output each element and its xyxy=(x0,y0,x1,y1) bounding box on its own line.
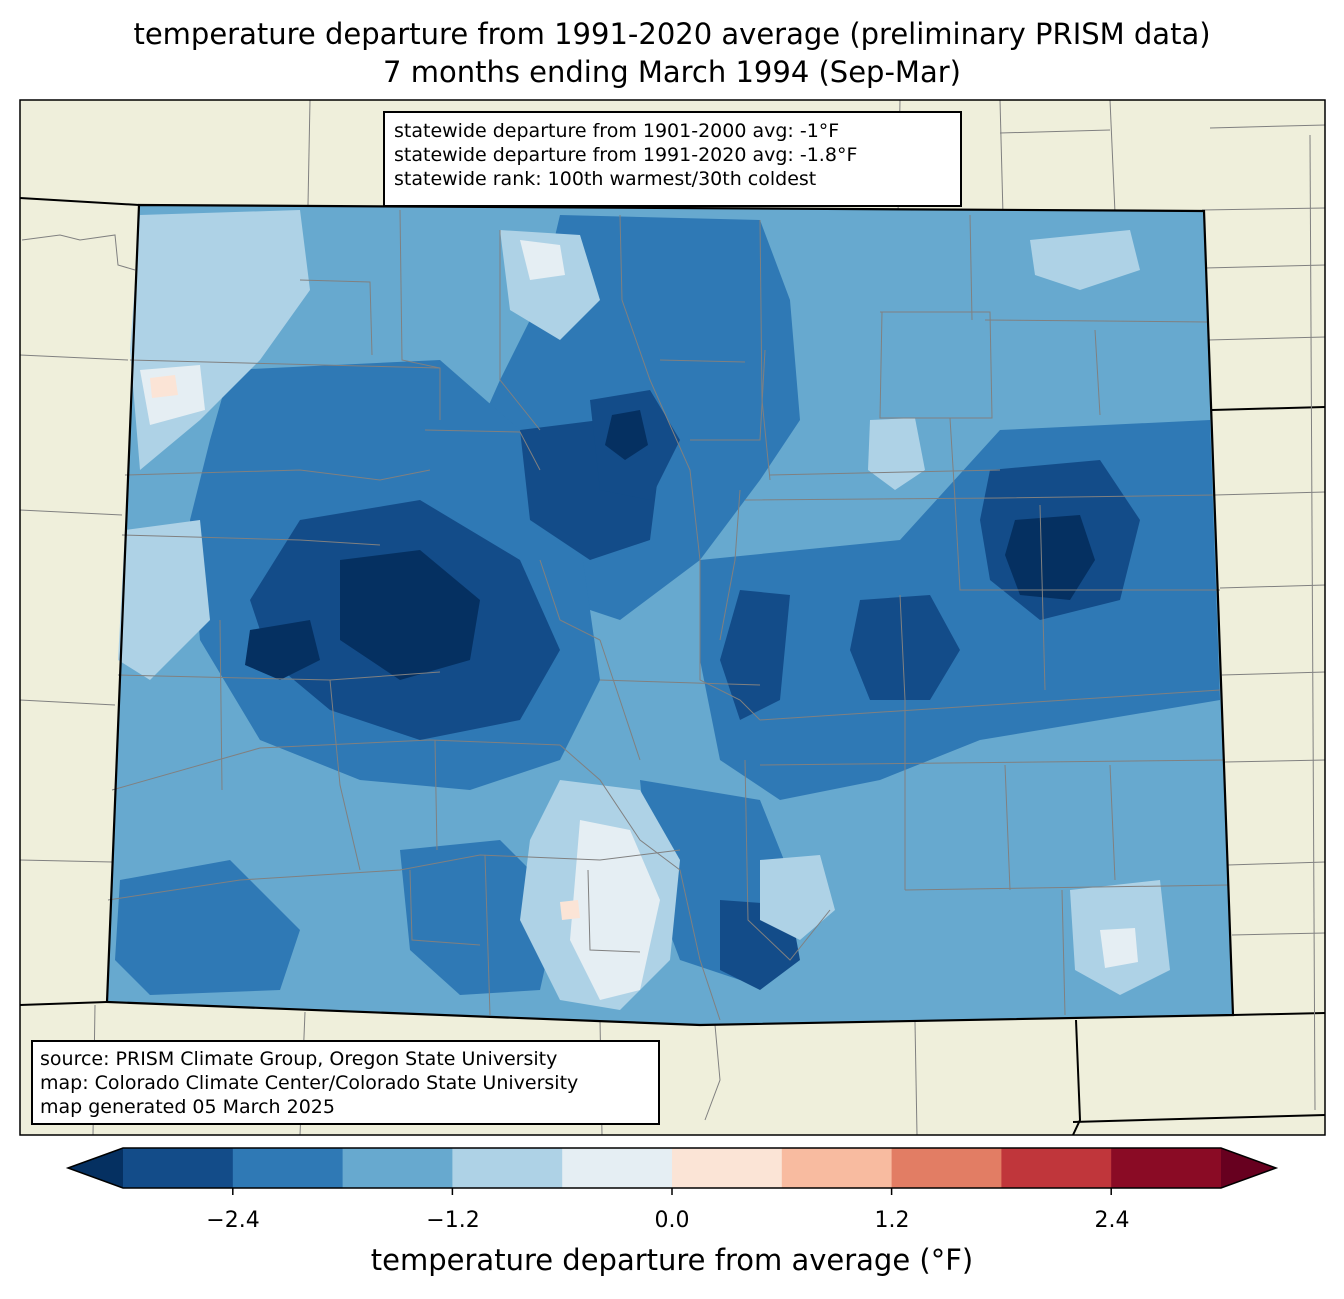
colorbar-tick-label: 1.2 xyxy=(874,1208,910,1233)
colorbar-segment xyxy=(232,1148,344,1188)
colorbar-segment xyxy=(672,1148,783,1188)
colorbar-segment xyxy=(123,1148,234,1188)
colorbar-segment xyxy=(562,1148,673,1188)
stats-line-2: statewide departure from 1991-2020 avg: … xyxy=(394,144,858,166)
stats-line-1: statewide departure from 1901-2000 avg: … xyxy=(394,120,840,142)
colorbar-segment xyxy=(1001,1148,1112,1188)
colorbar-over-arrow xyxy=(1221,1148,1276,1188)
colorbar-under-arrow xyxy=(68,1148,123,1188)
colorbar-segment xyxy=(891,1148,1002,1188)
colorado-outline xyxy=(105,203,1235,1027)
colorbar-segment xyxy=(781,1148,893,1188)
map-title-line-1: temperature departure from 1991-2020 ave… xyxy=(133,17,1211,51)
colorbar-tick-label: 0.0 xyxy=(654,1208,690,1233)
stats-line-3: statewide rank: 100th warmest/30th colde… xyxy=(394,168,817,190)
colorbar-segment xyxy=(452,1148,563,1188)
statewide-stats-box: statewide departure from 1901-2000 avg: … xyxy=(383,111,962,207)
contour-patches xyxy=(115,210,1220,1010)
colorbar-tick-label: −2.4 xyxy=(206,1208,260,1233)
credits-line-2: map: Colorado Climate Center/Colorado St… xyxy=(40,1072,579,1094)
colorbar-segment xyxy=(1111,1148,1222,1188)
state-borders xyxy=(19,197,1326,1136)
credits-line-1: source: PRISM Climate Group, Oregon Stat… xyxy=(40,1048,558,1070)
credits-line-3: map generated 05 March 2025 xyxy=(40,1096,335,1118)
colorbar-tick-label: −1.2 xyxy=(426,1208,480,1233)
credits-box: source: PRISM Climate Group, Oregon Stat… xyxy=(31,1040,660,1125)
colorbar-segment xyxy=(342,1148,453,1188)
county-borders xyxy=(107,209,1229,1021)
colorbar xyxy=(65,1147,1279,1195)
map-title-line-2: 7 months ending March 1994 (Sep-Mar) xyxy=(383,55,961,89)
colorbar-label: temperature departure from average (°F) xyxy=(370,1243,974,1277)
colorbar-tick-label: 2.4 xyxy=(1094,1208,1130,1233)
colorbar-outline xyxy=(65,1147,1279,1189)
map-frame xyxy=(19,99,1326,1136)
